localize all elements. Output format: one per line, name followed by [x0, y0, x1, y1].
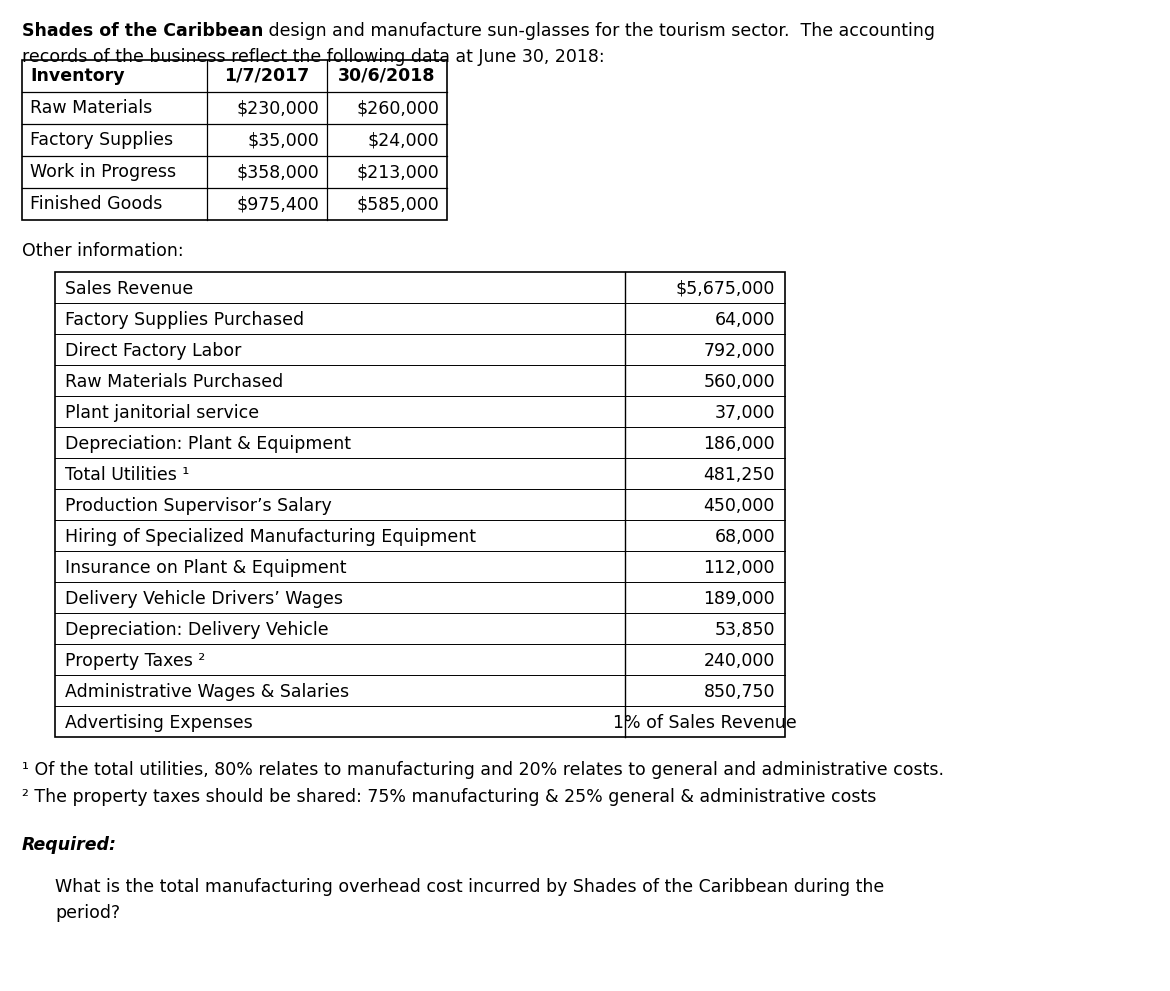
- Text: 64,000: 64,000: [715, 311, 775, 329]
- Text: Factory Supplies: Factory Supplies: [30, 131, 173, 149]
- Text: Insurance on Plant & Equipment: Insurance on Plant & Equipment: [66, 559, 346, 577]
- Text: period?: period?: [55, 904, 121, 922]
- Text: $260,000: $260,000: [356, 99, 439, 117]
- Text: 1% of Sales Revenue: 1% of Sales Revenue: [613, 714, 797, 732]
- Text: Raw Materials Purchased: Raw Materials Purchased: [66, 373, 283, 391]
- Text: $585,000: $585,000: [356, 195, 439, 213]
- Text: $24,000: $24,000: [367, 131, 439, 149]
- Text: Administrative Wages & Salaries: Administrative Wages & Salaries: [66, 683, 349, 701]
- Text: Depreciation: Plant & Equipment: Depreciation: Plant & Equipment: [66, 435, 351, 453]
- Text: $35,000: $35,000: [247, 131, 319, 149]
- Text: Required:: Required:: [22, 836, 117, 854]
- Text: $230,000: $230,000: [236, 99, 319, 117]
- Text: $358,000: $358,000: [236, 163, 319, 181]
- Text: 850,750: 850,750: [703, 683, 775, 701]
- Text: $5,675,000: $5,675,000: [675, 280, 775, 298]
- Text: 68,000: 68,000: [715, 528, 775, 546]
- Text: Delivery Vehicle Drivers’ Wages: Delivery Vehicle Drivers’ Wages: [66, 590, 343, 608]
- Text: 560,000: 560,000: [703, 373, 775, 391]
- Text: Property Taxes ²: Property Taxes ²: [66, 652, 205, 670]
- Text: Finished Goods: Finished Goods: [30, 195, 163, 213]
- Text: 53,850: 53,850: [715, 621, 775, 639]
- Text: Plant janitorial service: Plant janitorial service: [66, 404, 259, 422]
- Text: Advertising Expenses: Advertising Expenses: [66, 714, 253, 732]
- Text: Inventory: Inventory: [30, 67, 125, 85]
- Text: Direct Factory Labor: Direct Factory Labor: [66, 342, 241, 360]
- Text: What is the total manufacturing overhead cost incurred by Shades of the Caribbea: What is the total manufacturing overhead…: [55, 878, 885, 896]
- Text: 30/6/2018: 30/6/2018: [338, 67, 435, 85]
- Text: ¹ Of the total utilities, 80% relates to manufacturing and 20% relates to genera: ¹ Of the total utilities, 80% relates to…: [22, 761, 944, 779]
- Text: Shades of the Caribbean: Shades of the Caribbean: [22, 22, 263, 40]
- Text: 189,000: 189,000: [703, 590, 775, 608]
- Text: Hiring of Specialized Manufacturing Equipment: Hiring of Specialized Manufacturing Equi…: [66, 528, 476, 546]
- Text: Total Utilities ¹: Total Utilities ¹: [66, 466, 190, 484]
- Text: design and manufacture sun-glasses for the tourism sector.  The accounting: design and manufacture sun-glasses for t…: [263, 22, 935, 40]
- Text: Other information:: Other information:: [22, 242, 184, 260]
- Text: 450,000: 450,000: [703, 497, 775, 515]
- Text: Sales Revenue: Sales Revenue: [66, 280, 193, 298]
- Text: 37,000: 37,000: [715, 404, 775, 422]
- Text: ² The property taxes should be shared: 75% manufacturing & 25% general & adminis: ² The property taxes should be shared: 7…: [22, 788, 876, 806]
- Text: 240,000: 240,000: [703, 652, 775, 670]
- Text: 1/7/2017: 1/7/2017: [225, 67, 310, 85]
- Text: 112,000: 112,000: [703, 559, 775, 577]
- Text: Depreciation: Delivery Vehicle: Depreciation: Delivery Vehicle: [66, 621, 329, 639]
- Text: $213,000: $213,000: [356, 163, 439, 181]
- Text: records of the business reflect the following data at June 30, 2018:: records of the business reflect the foll…: [22, 48, 605, 66]
- Text: 186,000: 186,000: [703, 435, 775, 453]
- Text: Factory Supplies Purchased: Factory Supplies Purchased: [66, 311, 304, 329]
- Text: Work in Progress: Work in Progress: [30, 163, 177, 181]
- Text: Raw Materials: Raw Materials: [30, 99, 152, 117]
- Text: Production Supervisor’s Salary: Production Supervisor’s Salary: [66, 497, 332, 515]
- Text: 481,250: 481,250: [703, 466, 775, 484]
- Bar: [55, 272, 785, 737]
- Bar: [22, 60, 447, 220]
- Text: $975,400: $975,400: [236, 195, 319, 213]
- Text: 792,000: 792,000: [703, 342, 775, 360]
